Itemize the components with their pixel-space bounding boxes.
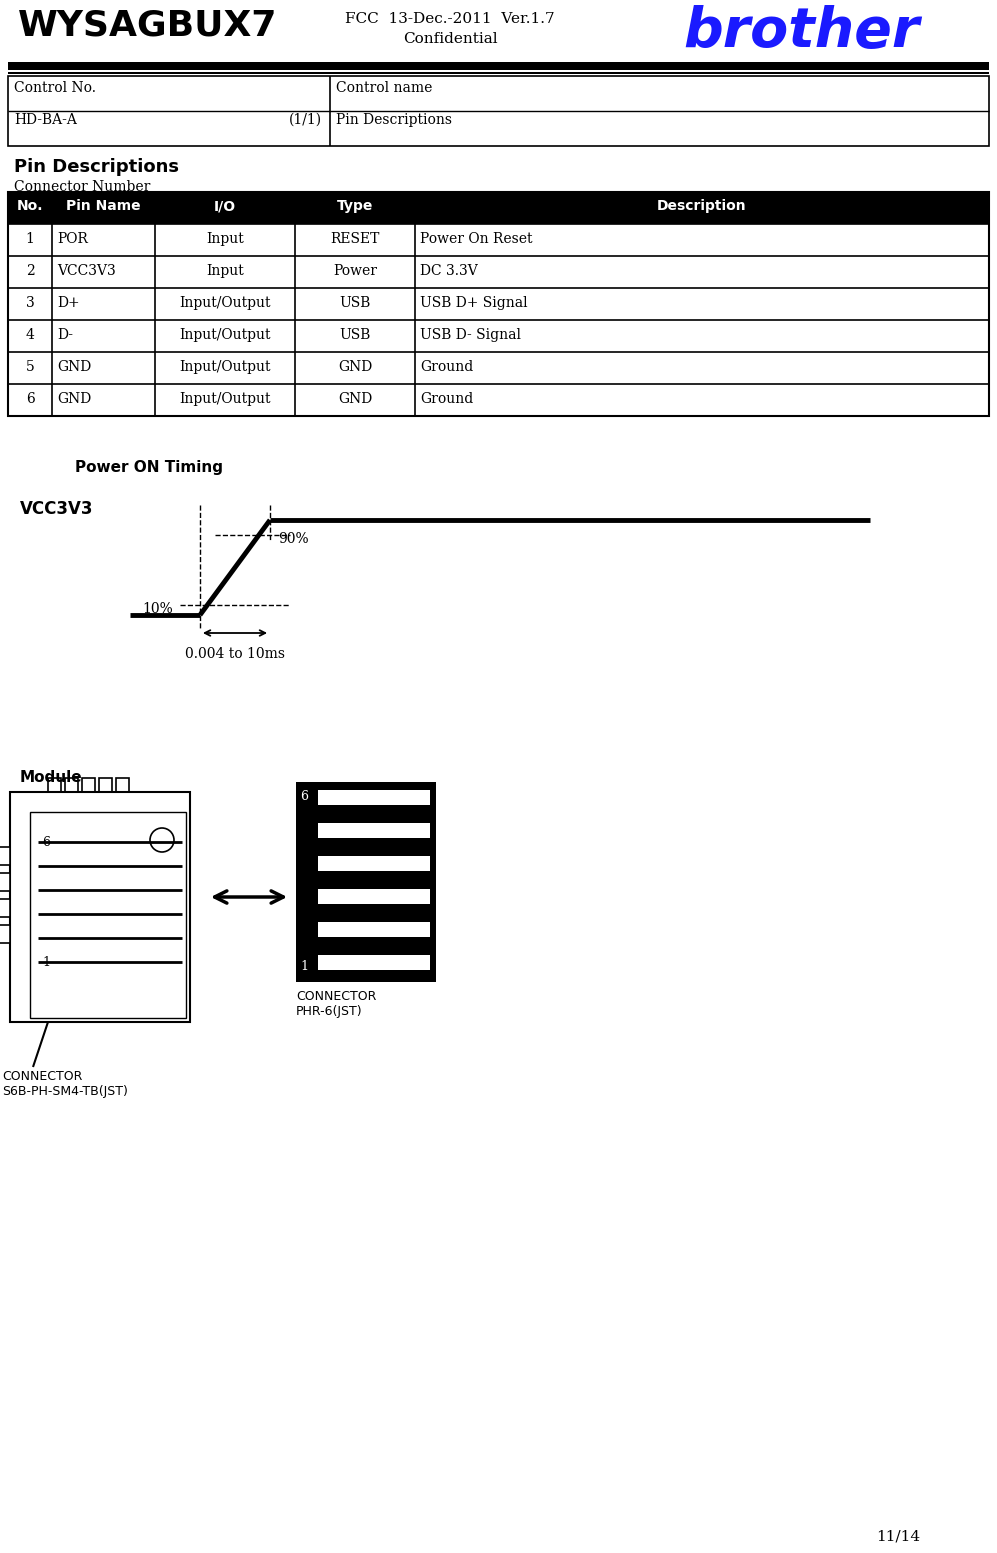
Text: 6: 6 <box>42 836 50 849</box>
Text: 5: 5 <box>26 360 34 374</box>
Bar <box>318 790 430 804</box>
Bar <box>8 62 989 70</box>
Bar <box>10 792 190 1022</box>
Text: D-: D- <box>57 328 73 342</box>
Text: Pin Name: Pin Name <box>66 199 141 213</box>
Text: No.: No. <box>17 199 43 213</box>
Text: CONNECTOR
PHR-6(JST): CONNECTOR PHR-6(JST) <box>296 989 377 1019</box>
Bar <box>8 76 989 146</box>
Text: brother: brother <box>684 5 920 59</box>
Text: FCC  13-Dec.-2011  Ver.1.7: FCC 13-Dec.-2011 Ver.1.7 <box>345 12 554 26</box>
Text: 1: 1 <box>42 957 50 969</box>
Text: USB: USB <box>339 297 371 311</box>
Text: GND: GND <box>57 391 92 405</box>
Text: GND: GND <box>338 391 372 405</box>
Text: VCC3V3: VCC3V3 <box>57 264 116 278</box>
Text: 1: 1 <box>26 231 35 245</box>
Text: Control name: Control name <box>336 81 433 95</box>
Text: Power On Reset: Power On Reset <box>420 231 532 245</box>
Text: 10%: 10% <box>142 603 172 617</box>
Bar <box>82 778 95 792</box>
Text: USB D+ Signal: USB D+ Signal <box>420 297 527 311</box>
Circle shape <box>150 828 174 853</box>
Bar <box>0 899 10 916</box>
Bar <box>48 778 61 792</box>
Text: DC 3.3V: DC 3.3V <box>420 264 478 278</box>
Text: 0.004 to 10ms: 0.004 to 10ms <box>185 648 285 662</box>
Text: Module: Module <box>20 770 83 784</box>
Text: Description: Description <box>657 199 747 213</box>
Text: USB D- Signal: USB D- Signal <box>420 328 521 342</box>
Text: USB: USB <box>339 328 371 342</box>
Bar <box>8 193 989 416</box>
Text: Pin Descriptions: Pin Descriptions <box>14 158 179 175</box>
Bar <box>99 778 112 792</box>
Text: 11/14: 11/14 <box>876 1530 920 1544</box>
Bar <box>0 846 10 865</box>
Text: Input/Output: Input/Output <box>179 391 271 405</box>
Bar <box>30 812 186 1019</box>
Text: Power: Power <box>333 264 377 278</box>
Bar <box>318 856 430 871</box>
Text: Power ON Timing: Power ON Timing <box>75 460 223 475</box>
Text: CONNECTOR
S6B-PH-SM4-TB(JST): CONNECTOR S6B-PH-SM4-TB(JST) <box>2 1070 128 1098</box>
Text: Input/Output: Input/Output <box>179 297 271 311</box>
Bar <box>0 873 10 891</box>
Text: (1/1): (1/1) <box>289 113 322 127</box>
Text: Pin Descriptions: Pin Descriptions <box>336 113 452 127</box>
Text: GND: GND <box>338 360 372 374</box>
Text: Ground: Ground <box>420 360 474 374</box>
Text: 90%: 90% <box>278 533 309 547</box>
Text: Input: Input <box>206 264 244 278</box>
Bar <box>318 955 430 971</box>
Text: RESET: RESET <box>330 231 380 245</box>
Bar <box>318 823 430 839</box>
Text: Control No.: Control No. <box>14 81 96 95</box>
Bar <box>318 888 430 904</box>
Text: Input/Output: Input/Output <box>179 360 271 374</box>
Text: Confidential: Confidential <box>403 33 498 47</box>
Bar <box>116 778 129 792</box>
Bar <box>65 778 78 792</box>
Text: VCC3V3: VCC3V3 <box>20 500 94 519</box>
Bar <box>296 783 436 981</box>
Text: Type: Type <box>337 199 373 213</box>
Text: Connector Number: Connector Number <box>14 180 151 194</box>
Text: 6: 6 <box>26 391 34 405</box>
Bar <box>0 926 10 943</box>
Text: D+: D+ <box>57 297 80 311</box>
Text: 2: 2 <box>26 264 34 278</box>
Text: 4: 4 <box>26 328 35 342</box>
Text: Input/Output: Input/Output <box>179 328 271 342</box>
Bar <box>318 922 430 936</box>
Text: POR: POR <box>57 231 88 245</box>
Bar <box>8 71 989 75</box>
Text: 6: 6 <box>300 790 308 803</box>
Text: I/O: I/O <box>214 199 236 213</box>
Text: Ground: Ground <box>420 391 474 405</box>
Bar <box>8 193 989 224</box>
Text: HD-BA-A: HD-BA-A <box>14 113 77 127</box>
Text: WYSAGBUX7: WYSAGBUX7 <box>18 8 277 42</box>
Text: 3: 3 <box>26 297 34 311</box>
Text: Input: Input <box>206 231 244 245</box>
Text: 1: 1 <box>300 960 308 974</box>
Text: GND: GND <box>57 360 92 374</box>
